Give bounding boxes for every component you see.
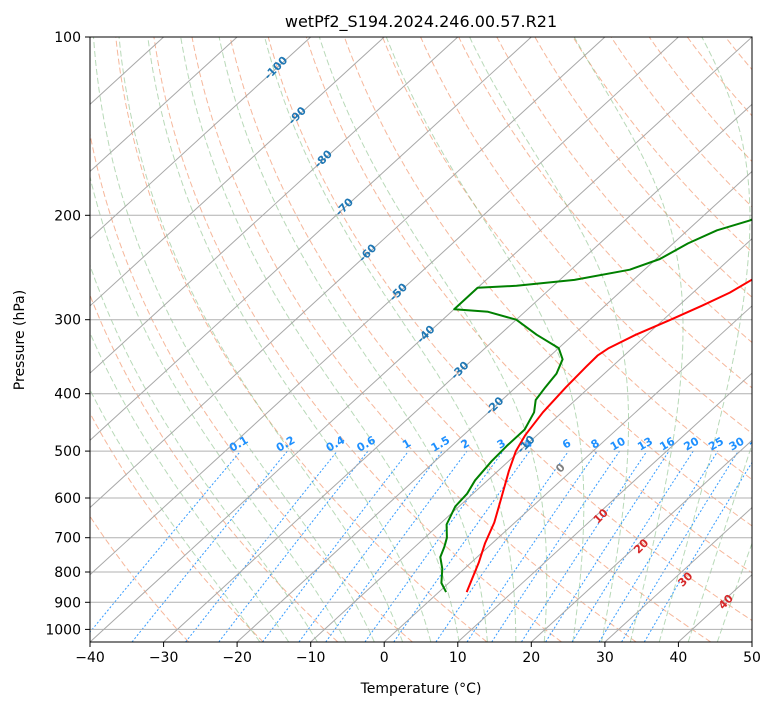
mixing-ratio-line	[521, 450, 648, 642]
skewed-isotherms	[90, 37, 752, 642]
moist-adiabats	[90, 37, 752, 642]
moist-adiabat	[90, 264, 318, 642]
x-tick-label: 30	[596, 650, 614, 666]
mixing-ratio-line	[131, 450, 288, 642]
dry-adiabat	[496, 37, 752, 344]
moist-adiabat	[218, 37, 488, 642]
dry-adiabat	[191, 37, 637, 642]
moist-adiabat	[118, 37, 404, 642]
moist-adiabat	[147, 37, 432, 642]
mixing-ratio-line	[598, 450, 719, 642]
x-tick-label: −20	[222, 650, 252, 666]
dry-adiabat	[305, 37, 752, 574]
y-tick-label: 200	[54, 208, 81, 224]
isotherm-line	[310, 238, 752, 642]
mixing-ratio-line	[185, 450, 338, 642]
x-tick-label: 40	[669, 650, 687, 666]
mixing-ratio-line	[218, 450, 369, 642]
isotherm-line	[457, 372, 752, 642]
moist-adiabat	[687, 442, 752, 642]
moist-adiabat	[90, 174, 347, 642]
dry-adiabats	[90, 37, 752, 642]
y-tick-label: 500	[54, 444, 81, 460]
isotherm-line	[236, 170, 752, 642]
isotherm-line	[163, 103, 752, 642]
y-tick-label: 800	[54, 565, 81, 581]
mixing-ratio-lines	[90, 450, 752, 642]
isotherm-line	[90, 37, 385, 307]
isotherm-line	[90, 37, 532, 441]
y-tick-label: 300	[54, 313, 81, 329]
y-tick-label: 400	[54, 387, 81, 403]
moist-adiabat	[93, 37, 375, 642]
dry-adiabat	[90, 293, 339, 642]
mixing-ratio-line	[325, 450, 468, 642]
moist-adiabat	[180, 37, 460, 642]
moist-adiabat	[658, 37, 751, 642]
y-tick-label: 700	[54, 531, 81, 547]
y-tick-label: 1000	[45, 622, 81, 638]
y-tick-label: 100	[54, 30, 81, 46]
isotherm-line	[90, 37, 238, 173]
mixing-ratio-line	[262, 450, 409, 642]
dewpoint-profile	[439, 218, 752, 593]
plot-area: 0.10.20.40.611.52346810131620253036-100-…	[90, 37, 767, 642]
mixing-ratio-line	[364, 450, 504, 642]
dry-adiabat	[458, 37, 752, 389]
mixing-ratio-label: 36	[747, 434, 767, 453]
isotherm-line	[604, 506, 752, 642]
isotherm-line	[90, 37, 606, 509]
mixing-ratio-line	[435, 450, 569, 642]
dry-adiabat	[267, 37, 752, 622]
dry-adiabat	[90, 412, 264, 642]
moist-adiabat	[90, 388, 261, 642]
x-tick-label: 10	[449, 650, 467, 666]
profiles	[439, 218, 752, 593]
isotherm-line	[383, 305, 752, 642]
moist-adiabat	[264, 37, 517, 642]
mixing-ratio-line	[466, 450, 598, 642]
moist-adiabat	[90, 331, 290, 642]
y-tick-label: 900	[54, 595, 81, 611]
x-tick-label: −40	[75, 650, 105, 666]
x-tick-label: −10	[296, 650, 326, 666]
mixing-ratio-line	[571, 450, 694, 642]
x-tick-label: 50	[743, 650, 761, 666]
isotherm-line	[90, 37, 459, 374]
plot-frame	[89, 36, 753, 643]
y-axis: 1000 900 800 700 600 500 400 300 200 100	[45, 30, 90, 638]
moist-adiabat	[469, 37, 629, 642]
x-axis-label: Temperature (°C)	[360, 681, 482, 697]
isotherm-line	[90, 37, 679, 576]
x-tick-label: −30	[149, 650, 179, 666]
mixing-ratio-line	[545, 450, 670, 642]
temperature-profile	[465, 278, 752, 593]
dry-adiabat	[382, 37, 752, 481]
dry-adiabat	[534, 37, 752, 298]
moist-adiabat	[318, 37, 548, 642]
dry-adiabat	[90, 515, 190, 642]
x-axis: −40 −30 −20 −10 0 10 20 30 40 50	[75, 642, 761, 666]
isotherm-line	[90, 37, 752, 642]
isotherm-line	[530, 439, 752, 642]
x-tick-label: 20	[522, 650, 540, 666]
y-tick-label: 600	[54, 491, 81, 507]
isotherm-line	[90, 37, 312, 240]
chart-title: wetPf2_S194.2024.246.00.57.R21	[285, 12, 557, 32]
dry-adiabat	[115, 37, 488, 642]
mixing-ratio-line	[90, 450, 241, 633]
moist-adiabat	[385, 37, 585, 642]
dry-adiabat	[153, 37, 562, 642]
mixing-ratio-line	[298, 450, 443, 642]
isobar-grid	[90, 37, 752, 630]
mixing-ratio-line	[621, 450, 739, 642]
x-tick-label: 0	[380, 650, 389, 666]
y-axis-label: Pressure (hPa)	[12, 290, 28, 390]
